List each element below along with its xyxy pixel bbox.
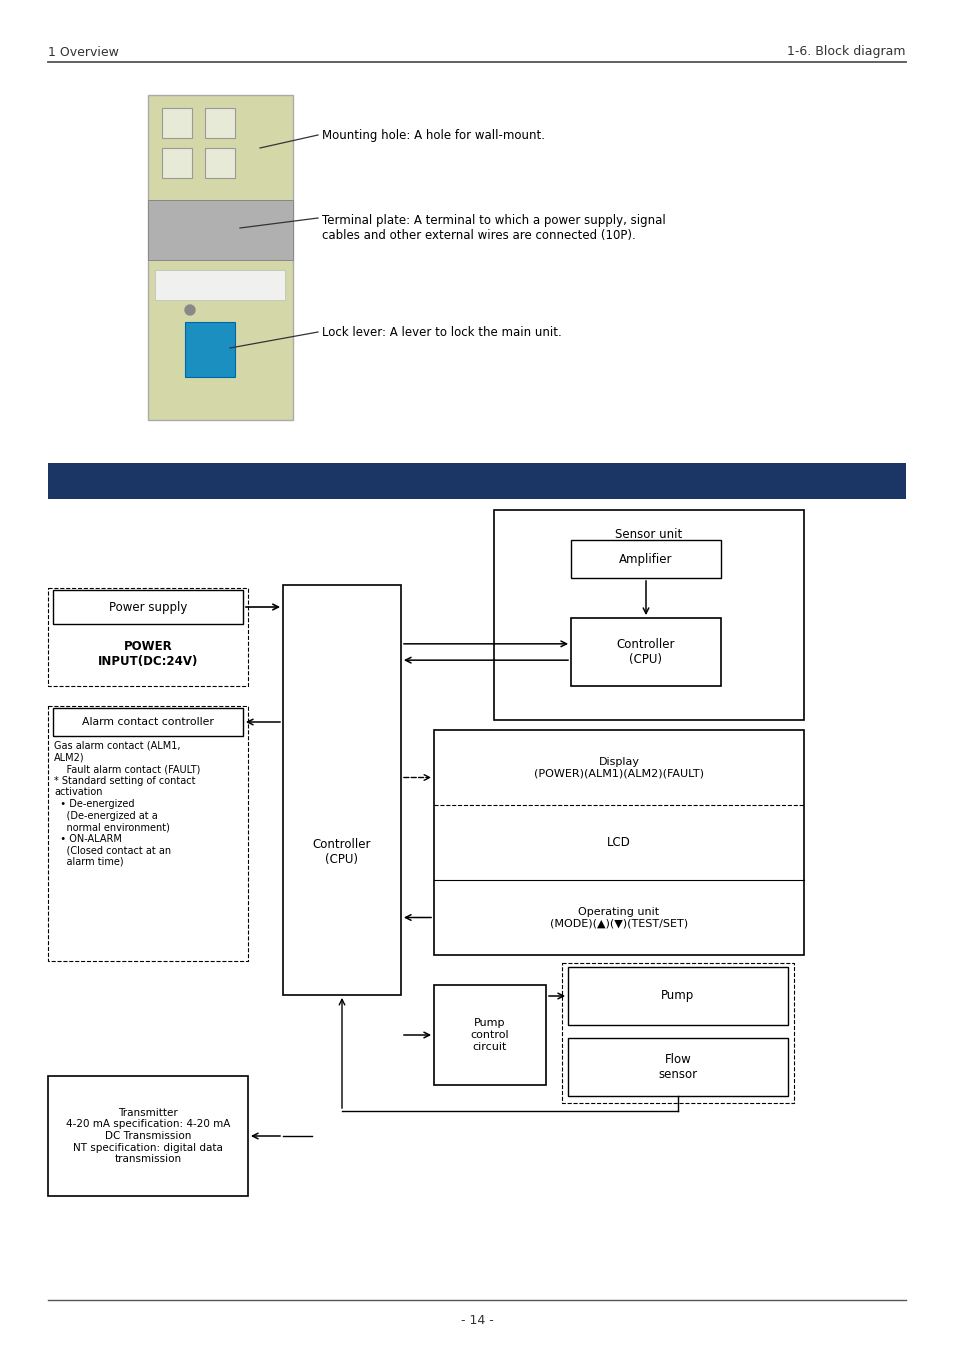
Bar [48, 463, 905, 499]
Text: Display
(POWER)(ALM1)(ALM2)(FAULT): Display (POWER)(ALM1)(ALM2)(FAULT) [534, 757, 703, 778]
Bar [205, 149, 234, 178]
Text: Flow
sensor: Flow sensor [658, 1052, 697, 1081]
Text: Operating unit
(MODE)(▲)(▼)(TEST/SET): Operating unit (MODE)(▲)(▼)(TEST/SET) [549, 907, 687, 928]
Bar [571, 617, 720, 686]
Bar [567, 1038, 787, 1096]
Bar [154, 270, 285, 300]
Text: Gas alarm contact (ALM1,
ALM2)
    Fault alarm contact (FAULT)
* Standard settin: Gas alarm contact (ALM1, ALM2) Fault ala… [54, 740, 200, 867]
Text: POWER
INPUT(DC:24V): POWER INPUT(DC:24V) [98, 640, 198, 667]
Bar [205, 108, 234, 138]
Text: Pump
control
circuit: Pump control circuit [470, 1019, 509, 1051]
Text: Alarm contact controller: Alarm contact controller [82, 717, 213, 727]
Text: 1-6. Block diagram: 1-6. Block diagram [786, 46, 905, 58]
Bar [148, 95, 293, 420]
Text: Transmitter
4-20 mA specification: 4-20 mA
DC Transmission
NT specification: dig: Transmitter 4-20 mA specification: 4-20 … [66, 1108, 230, 1165]
Bar [283, 585, 400, 994]
Bar [148, 200, 293, 259]
Bar [162, 108, 192, 138]
Bar [567, 967, 787, 1025]
Text: Controller
(CPU): Controller (CPU) [616, 638, 675, 666]
Text: Terminal plate: A terminal to which a power supply, signal
cables and other exte: Terminal plate: A terminal to which a po… [322, 213, 665, 242]
Text: Pump: Pump [660, 989, 694, 1002]
Text: Amplifier: Amplifier [618, 553, 672, 566]
Bar [434, 985, 545, 1085]
Bar [185, 322, 234, 377]
Bar [571, 540, 720, 578]
Text: Power supply: Power supply [109, 600, 187, 613]
Text: Mounting hole: A hole for wall-mount.: Mounting hole: A hole for wall-mount. [322, 128, 544, 142]
Bar [53, 590, 243, 624]
Bar [48, 588, 248, 686]
Text: Sensor unit: Sensor unit [615, 528, 682, 540]
Text: 1 Overview: 1 Overview [48, 46, 119, 58]
Bar [494, 509, 803, 720]
Bar [48, 707, 248, 961]
Text: Controller
(CPU): Controller (CPU) [313, 838, 371, 866]
Text: - 14 -: - 14 - [460, 1313, 493, 1327]
Circle shape [185, 305, 194, 315]
Bar [434, 730, 803, 955]
Bar [48, 1075, 248, 1196]
Text: Lock lever: A lever to lock the main unit.: Lock lever: A lever to lock the main uni… [322, 326, 561, 339]
Bar [53, 708, 243, 736]
Bar [561, 963, 793, 1102]
Text: LCD: LCD [606, 836, 630, 848]
Bar [162, 149, 192, 178]
